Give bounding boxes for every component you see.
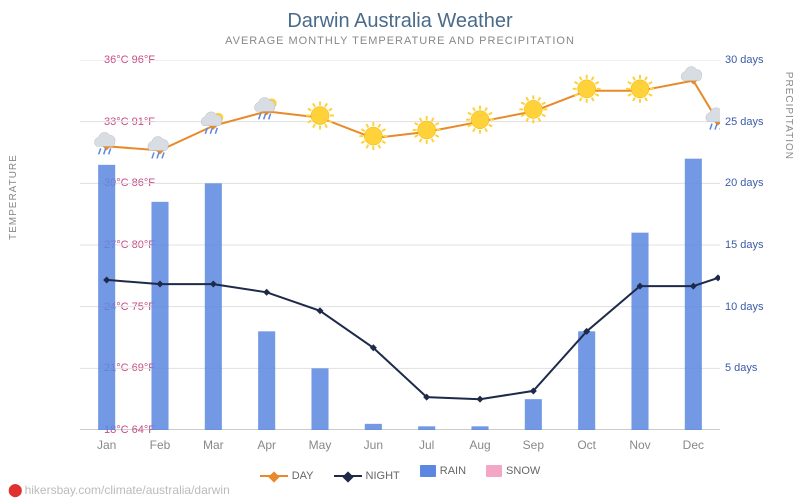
- x-tick: Mar: [203, 438, 224, 452]
- legend-item: DAY: [260, 470, 314, 482]
- legend: DAY NIGHT RAIN SNOW: [0, 465, 800, 482]
- sun-icon: [573, 75, 601, 103]
- legend-label: DAY: [292, 470, 314, 482]
- legend-item: SNOW: [486, 465, 540, 477]
- y-tick-right: 30 days: [725, 54, 795, 66]
- y-tick-right: 15 days: [725, 239, 795, 251]
- legend-item: RAIN: [420, 465, 466, 477]
- x-tick: Oct: [577, 438, 596, 452]
- chart-subtitle: AVERAGE MONTHLY TEMPERATURE AND PRECIPIT…: [0, 33, 800, 47]
- cloud-icon: [681, 67, 702, 81]
- rain-icon: [95, 132, 116, 154]
- plot-area: [80, 60, 720, 430]
- pin-icon: ⬤: [8, 482, 23, 497]
- sun-icon: [519, 95, 547, 123]
- chart-title: Darwin Australia Weather: [0, 0, 800, 33]
- x-tick: Jun: [364, 438, 383, 452]
- legend-label: NIGHT: [366, 470, 400, 482]
- source-attribution: ⬤hikersbay.com/climate/australia/darwin: [8, 482, 230, 498]
- storm-icon: [255, 98, 277, 120]
- legend-label: RAIN: [440, 465, 466, 477]
- x-tick: Feb: [150, 438, 171, 452]
- x-tick: Jan: [97, 438, 116, 452]
- x-tick: Jul: [419, 438, 434, 452]
- rain-icon: [706, 108, 720, 130]
- y-tick-right: 20 days: [725, 177, 795, 189]
- legend-item: NIGHT: [334, 470, 400, 482]
- y-axis-left-label: TEMPERATURE: [8, 154, 19, 240]
- legend-label: SNOW: [506, 465, 540, 477]
- rain-icon: [148, 137, 169, 159]
- x-tick: Apr: [257, 438, 276, 452]
- x-tick: Nov: [629, 438, 650, 452]
- x-tick: Aug: [469, 438, 490, 452]
- y-tick-right: 25 days: [725, 116, 795, 128]
- y-tick-right: 5 days: [725, 362, 795, 374]
- x-tick: Sep: [523, 438, 544, 452]
- x-tick: Dec: [683, 438, 704, 452]
- x-tick: May: [309, 438, 332, 452]
- chart-container: Darwin Australia Weather AVERAGE MONTHLY…: [0, 0, 800, 500]
- y-tick-right: 10 days: [725, 301, 795, 313]
